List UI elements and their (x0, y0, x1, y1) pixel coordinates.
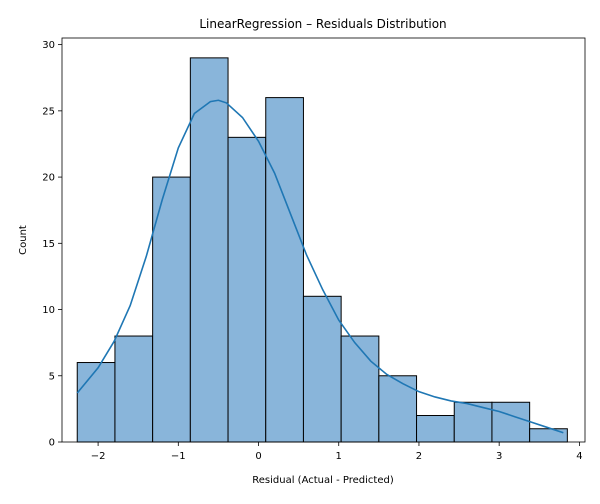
histogram-bar (529, 428, 568, 443)
y-tick-label: 0 (49, 438, 55, 449)
y-axis-label: Count (18, 225, 29, 255)
y-tick-label: 10 (42, 305, 55, 316)
histogram-bar (227, 136, 267, 443)
histogram-bar (152, 176, 191, 443)
x-tick-label: 4 (576, 451, 582, 462)
x-axis-label: Residual (Actual - Predicted) (252, 475, 394, 486)
histogram-bar (76, 362, 116, 443)
y-axis: 0 5 10 15 20 25 30 (42, 40, 62, 449)
histogram-bars (76, 57, 568, 443)
y-tick-label: 5 (49, 371, 55, 382)
y-tick-label: 15 (42, 239, 55, 250)
x-tick-label: 3 (496, 451, 502, 462)
x-axis: −2 −1 0 1 2 3 4 (91, 442, 583, 462)
plot-frame (61, 37, 586, 443)
histogram-bar (416, 415, 455, 443)
histogram-bar (491, 401, 531, 443)
histogram-bar (340, 335, 380, 443)
histogram-bar (302, 295, 342, 443)
y-tick-label: 30 (42, 40, 55, 51)
histogram-bar (189, 57, 229, 443)
histogram-bar (378, 375, 418, 443)
x-tick-label: 0 (255, 451, 261, 462)
x-tick-label: 2 (416, 451, 422, 462)
x-tick-label: −2 (91, 451, 106, 462)
x-tick-label: −1 (171, 451, 186, 462)
kde-curve (76, 99, 564, 434)
histogram-bar (265, 97, 304, 443)
y-tick-label: 20 (42, 173, 55, 184)
chart-title: LinearRegression – Residuals Distributio… (199, 17, 446, 31)
histogram-bar (114, 335, 154, 443)
y-tick-label: 25 (42, 106, 55, 117)
x-tick-label: 1 (336, 451, 342, 462)
